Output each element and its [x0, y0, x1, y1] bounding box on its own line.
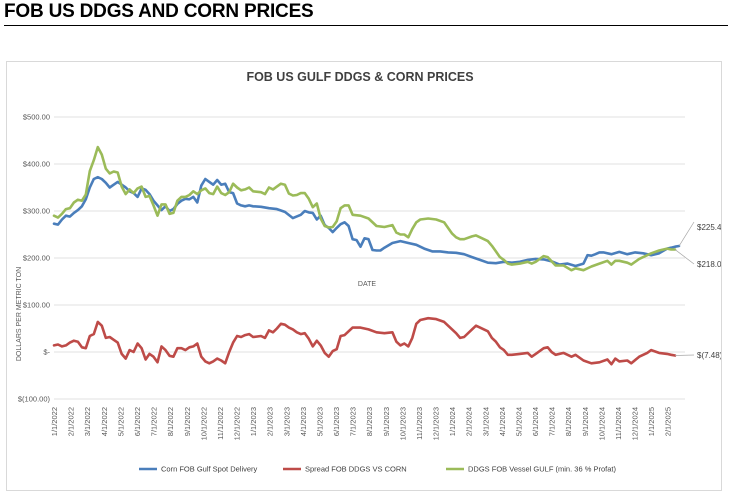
x-tick-label: 9/1/2022: [183, 407, 192, 436]
data-label: $(7.48): [697, 351, 721, 360]
x-tick-label: 8/1/2024: [564, 407, 573, 436]
legend-label: Spread FOB DDGS VS CORN: [305, 465, 407, 474]
x-tick-label: 9/1/2023: [382, 407, 391, 436]
data-labels: $225.48 $218.00 $(7.48): [674, 221, 721, 360]
x-tick-label: 9/1/2024: [581, 407, 590, 436]
x-tick-label: 4/1/2023: [299, 407, 308, 436]
x-tick-label: 1/1/2022: [50, 407, 59, 436]
x-tick-label: 7/1/2022: [150, 407, 159, 436]
x-tick-label: 2/1/2023: [266, 407, 275, 436]
data-label: $218.00: [697, 260, 721, 269]
x-tick-label: 6/1/2024: [531, 407, 540, 436]
series-line-0: [52, 175, 681, 268]
series-line-2: [52, 145, 677, 272]
x-tick-label: 4/1/2022: [100, 407, 109, 436]
x-tick-label: 8/1/2023: [365, 407, 374, 436]
x-tick-label: 3/1/2022: [83, 407, 92, 436]
y-tick-label: $200.00: [23, 254, 50, 263]
x-tick-label: 1/1/2025: [647, 407, 656, 436]
x-tick-label: 7/1/2023: [349, 407, 358, 436]
x-tick-label: 8/1/2022: [166, 407, 175, 436]
y-tick-label: $400.00: [23, 160, 50, 169]
data-label-leader: [678, 221, 695, 247]
legend-item-1: Spread FOB DDGS VS CORN: [283, 465, 407, 474]
x-tick-label: 1/1/2023: [249, 407, 258, 436]
y-tick-label: $100.00: [23, 301, 50, 310]
y-axis-ticks: $500.00 $400.00 $300.00 $200.00 $100.00 $- $(1…: [18, 113, 51, 404]
x-tick-label: 11/1/2022: [216, 407, 225, 440]
x-tick-label: 10/1/2024: [597, 407, 606, 440]
x-tick-label: 4/1/2024: [498, 407, 507, 436]
x-tick-label: 3/1/2024: [481, 407, 490, 436]
data-label-leader: [674, 249, 695, 265]
x-tick-label: 12/1/2024: [631, 407, 640, 440]
x-tick-label: 12/1/2023: [432, 407, 441, 440]
series-lines: [52, 145, 681, 366]
x-tick-label: 6/1/2023: [332, 407, 341, 436]
legend-item-0: Corn FOB Gulf Spot Delivery: [139, 465, 258, 474]
x-tick-label: 2/1/2025: [664, 407, 673, 436]
title-rule: [4, 25, 728, 26]
x-tick-label: 11/1/2023: [415, 407, 424, 440]
legend-item-2: DDGS FOB Vessel GULF (min. 36 % Profat): [446, 465, 616, 474]
legend: Corn FOB Gulf Spot Delivery Spread FOB DD…: [139, 465, 616, 474]
line-chart: FOB US GULF DDGS & CORN PRICES $500.00 $4…: [16, 70, 721, 474]
x-axis-label: DATE: [358, 281, 376, 288]
x-tick-label: 11/1/2024: [614, 407, 623, 440]
data-label-leader: [675, 354, 695, 356]
y-tick-label: $500.00: [23, 113, 50, 122]
x-tick-label: 5/1/2023: [315, 407, 324, 436]
legend-label: Corn FOB Gulf Spot Delivery: [161, 465, 258, 474]
legend-label: DDGS FOB Vessel GULF (min. 36 % Profat): [468, 465, 616, 474]
x-tick-label: 3/1/2023: [282, 407, 291, 436]
x-tick-label: 5/1/2022: [116, 407, 125, 436]
chart-frame: FOB US GULF DDGS & CORN PRICES $500.00 $4…: [6, 61, 722, 491]
x-tick-label: 10/1/2022: [199, 407, 208, 440]
chart-title: FOB US GULF DDGS & CORN PRICES: [246, 70, 473, 84]
page-title: FOB US DDGS AND CORN PRICES: [4, 1, 314, 22]
x-tick-label: 2/1/2022: [67, 407, 76, 436]
x-axis-ticks: 1/1/2022 2/1/2022 3/1/2022 4/1/2022 5/1/2022…: [50, 407, 673, 440]
x-tick-label: 12/1/2022: [233, 407, 242, 440]
y-tick-label: $-: [43, 348, 50, 357]
x-tick-label: 10/1/2023: [398, 407, 407, 440]
y-axis-label: DOLLARS PER METRIC TON: [16, 267, 23, 361]
y-tick-label: $300.00: [23, 207, 50, 216]
data-label: $225.48: [697, 223, 721, 232]
x-tick-label: 2/1/2024: [465, 407, 474, 436]
x-tick-label: 6/1/2022: [133, 407, 142, 436]
series-line-1: [52, 316, 677, 366]
x-tick-label: 1/1/2024: [448, 407, 457, 436]
y-tick-label: $(100.00): [18, 395, 51, 404]
x-tick-label: 5/1/2024: [514, 407, 523, 436]
x-tick-label: 7/1/2024: [548, 407, 557, 436]
